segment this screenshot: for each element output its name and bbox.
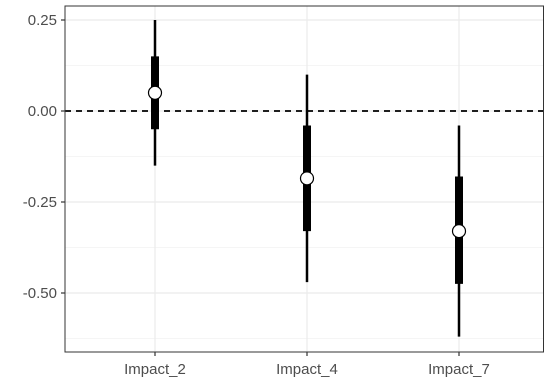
y-tick-label: -0.50 (23, 285, 57, 302)
estimate-point (147, 85, 163, 100)
estimate-point (451, 224, 467, 239)
y-tick-label: -0.25 (23, 194, 57, 211)
axis-layer: 0.25 0.00 -0.25 -0.50 Impact_2 Impact_4 Impact… (23, 12, 490, 378)
y-tick-label: 0.25 (28, 12, 57, 29)
estimate-point (299, 171, 315, 186)
y-tick-label: 0.00 (28, 103, 57, 120)
x-tick-label: Impact_2 (124, 361, 186, 378)
x-tick-label: Impact_7 (428, 361, 490, 378)
x-tick-label: Impact_4 (276, 361, 338, 378)
marks-layer (147, 20, 467, 337)
